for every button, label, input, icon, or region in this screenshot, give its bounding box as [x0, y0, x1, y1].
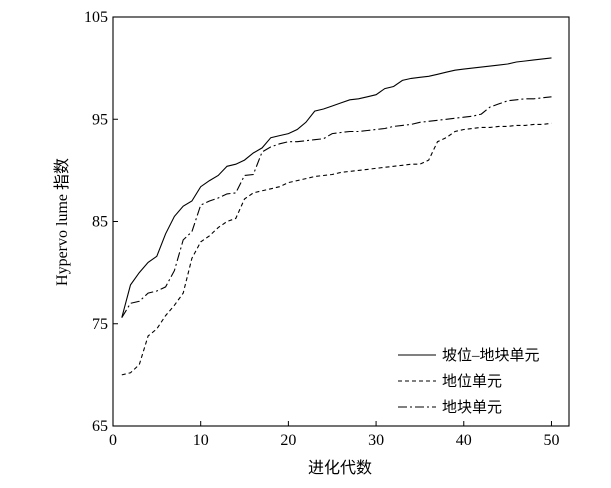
- plot-area: [112, 16, 570, 427]
- legend-label-site-unit: 地位单元: [442, 373, 502, 390]
- series-line-plot-unit: [121, 96, 552, 318]
- series-line-site-unit: [121, 122, 552, 376]
- legend: 坡位–地块单元 地位单元 地块单元: [398, 347, 540, 416]
- y-axis-label: Hypervo lume 指数: [53, 158, 71, 286]
- x-tick-label: 20: [280, 432, 296, 449]
- x-tick-label: 50: [543, 432, 559, 449]
- x-tick-label: 40: [456, 432, 472, 449]
- y-tick-label: 75: [92, 316, 108, 333]
- legend-label-slope-plot-unit: 坡位–地块单元: [442, 347, 540, 364]
- y-tick-label: 65: [92, 418, 108, 435]
- series-line-slope-plot-unit: [121, 57, 552, 318]
- x-axis: 0 10 20 30 40 50: [109, 421, 559, 449]
- y-tick-label: 85: [92, 214, 108, 231]
- plot-border: [112, 16, 570, 427]
- x-tick-label: 30: [368, 432, 384, 449]
- y-tick-label: 105: [84, 9, 108, 26]
- legend-label-plot-unit: 地块单元: [442, 399, 502, 416]
- x-tick-label: 10: [193, 432, 209, 449]
- x-tick-label: 0: [109, 432, 117, 449]
- y-axis: 65 75 85 95 105: [84, 9, 118, 435]
- y-tick-label: 95: [92, 111, 108, 128]
- x-axis-label: 进化代数: [308, 459, 372, 477]
- series-layer: [121, 57, 552, 376]
